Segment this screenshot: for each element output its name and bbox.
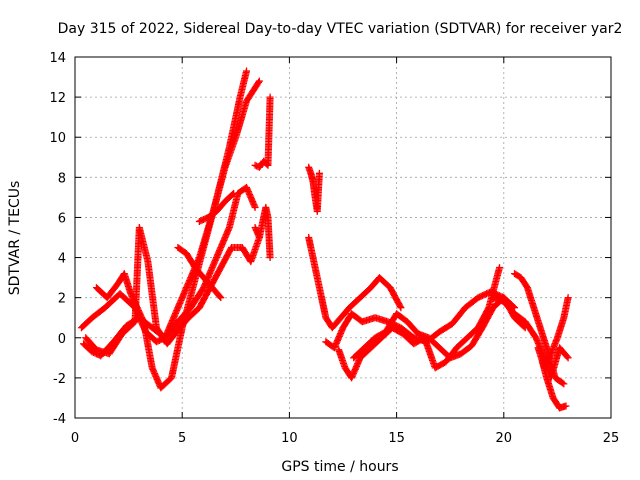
data-point (255, 78, 263, 86)
series-arc-17 (534, 294, 572, 372)
series-arc-7 (251, 93, 274, 171)
y-tick-label: 6 (58, 211, 66, 226)
data-point (396, 302, 404, 310)
chart-title: Day 315 of 2022, Sidereal Day-to-day VTE… (58, 21, 623, 37)
ticks-layer: 0 5 10 15 20 25 -4 -2 0 2 4 6 8 10 12 14 (49, 51, 619, 446)
series-arc-8 (251, 203, 274, 262)
x-tick-label: 5 (178, 431, 186, 446)
y-tick-label: 12 (49, 91, 66, 106)
y-tick-label: -4 (53, 412, 66, 427)
x-tick-label: 25 (603, 431, 620, 446)
series-arc-5 (174, 244, 225, 302)
x-tick-label: 10 (281, 431, 298, 446)
data-point (266, 93, 274, 101)
grid-layer (75, 57, 611, 418)
data-point (315, 169, 323, 177)
series-arc-13 (350, 294, 519, 362)
data-point (217, 294, 225, 302)
y-tick-label: 14 (49, 51, 66, 66)
data-point (251, 203, 259, 211)
data-point (216, 293, 224, 301)
y-tick-label: 8 (58, 171, 66, 186)
series-arc-9 (305, 163, 323, 215)
x-tick-label: 0 (71, 431, 79, 446)
series-arc-15 (511, 270, 568, 388)
series-arc-4 (82, 223, 263, 358)
y-tick-label: 4 (58, 252, 66, 267)
data-point (496, 264, 504, 272)
marks-layer (77, 67, 572, 412)
data-point (266, 254, 274, 262)
series-arc-6 (195, 189, 238, 225)
data-point (564, 354, 572, 362)
plot-frame (74, 56, 612, 419)
y-axis-label: SDTVAR / TECUs (7, 181, 23, 296)
y-tick-label: -2 (53, 372, 66, 387)
data-point (243, 67, 251, 75)
x-axis-label: GPS time / hours (281, 459, 398, 475)
series-arc-3 (80, 183, 259, 360)
data-point (230, 189, 238, 197)
y-tick-label: 0 (58, 332, 66, 347)
y-tick-label: 2 (58, 292, 66, 307)
data-point (564, 294, 572, 302)
data-point (563, 353, 571, 361)
data-point (255, 77, 263, 85)
y-tick-label: 10 (49, 131, 66, 146)
series-arc-10 (305, 234, 405, 332)
data-point (560, 380, 568, 388)
data-point (562, 402, 570, 410)
data-point (397, 304, 405, 312)
x-tick-label: 20 (496, 431, 513, 446)
data-point (559, 379, 567, 387)
data-point (229, 190, 237, 198)
x-tick-label: 15 (388, 431, 405, 446)
